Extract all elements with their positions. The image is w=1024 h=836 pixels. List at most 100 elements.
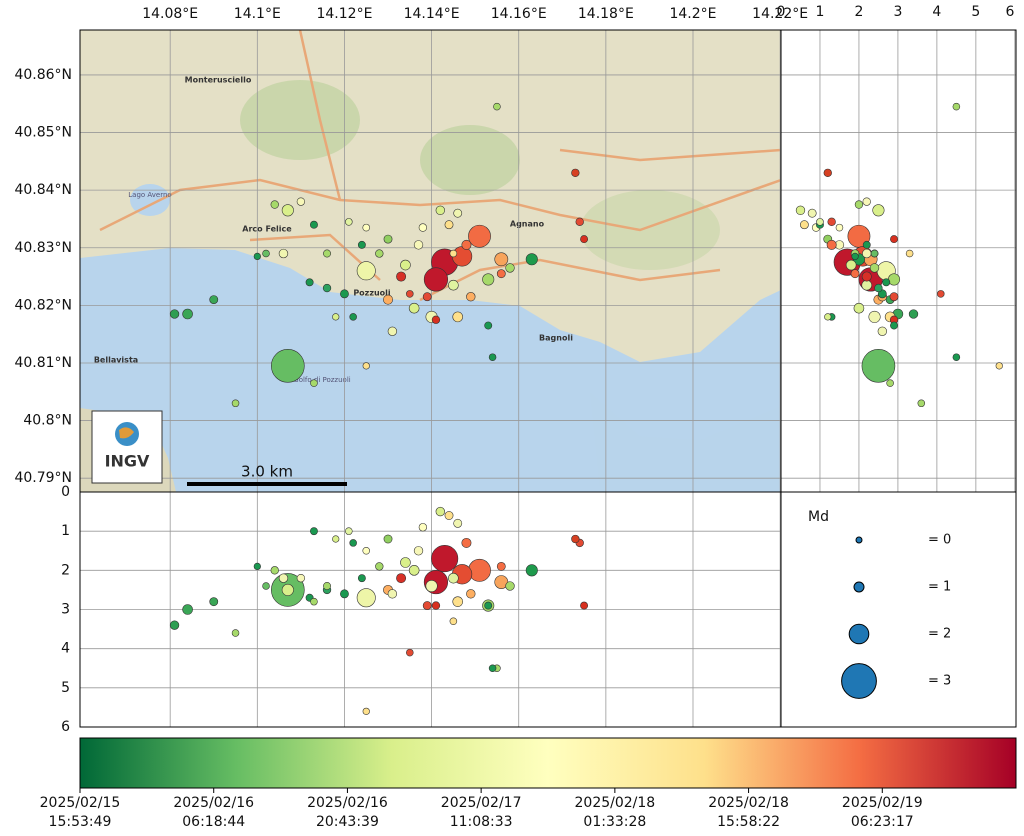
event (332, 313, 340, 321)
legend-label: = 1 (928, 580, 951, 595)
event-depth (310, 527, 318, 536)
event-depth (375, 562, 384, 571)
legend-label: = 2 (928, 627, 951, 642)
colorbar-time: 15:53:49 (49, 814, 112, 830)
event-side (862, 240, 871, 249)
event (444, 220, 454, 230)
event (349, 313, 357, 321)
x-tick-label: 14.22°E (752, 6, 808, 22)
event-side (824, 313, 832, 321)
event-side (861, 271, 872, 282)
legend-marker (855, 536, 863, 544)
event (525, 253, 538, 266)
event-depth (406, 648, 414, 657)
x-tick-label: 14.18°E (578, 6, 634, 22)
event-depth (466, 589, 476, 599)
event-side (853, 302, 865, 314)
event (375, 249, 384, 258)
x-tick-label: 3 (893, 4, 902, 20)
event (431, 315, 441, 324)
event (383, 294, 393, 305)
event-depth (349, 539, 357, 547)
colorbar-date: 2025/02/19 (842, 795, 923, 811)
event-depth (400, 557, 411, 568)
place-label: Pozzuoli (353, 289, 391, 298)
x-tick-label: 14.2°E (669, 6, 716, 22)
y-tick-label: 40.8°N (23, 413, 72, 429)
event (231, 399, 240, 408)
event-side (952, 102, 961, 111)
event-side (826, 239, 837, 250)
event (422, 292, 432, 302)
event (452, 311, 464, 323)
event-side (995, 362, 1003, 370)
event (484, 321, 493, 330)
legend-label: = 0 (928, 533, 951, 548)
event-depth (357, 574, 366, 583)
colorbar-time: 06:23:17 (851, 814, 914, 830)
event-depth (496, 562, 506, 571)
colorbar-time: 20:43:39 (316, 814, 379, 830)
event-depth (488, 664, 497, 673)
event (575, 217, 584, 226)
event-side (862, 248, 872, 259)
event-side (890, 321, 898, 330)
event (182, 308, 193, 320)
y-tick-label: 40.82°N (14, 297, 72, 313)
place-label: Bagnoli (539, 334, 573, 343)
event (418, 223, 428, 232)
y-tick-label: 40.79°N (14, 470, 72, 486)
y-tick-label: 40.84°N (14, 182, 72, 198)
x-tick-label: 14.1°E (234, 6, 281, 22)
event-depth (262, 582, 270, 590)
event-depth (270, 566, 279, 575)
colorbar-date: 2025/02/17 (441, 795, 522, 811)
y-tick-label: 40.83°N (14, 240, 72, 256)
place-label: Bellavista (94, 356, 138, 365)
y-tick-label: 3 (61, 602, 70, 618)
event-depth (281, 583, 294, 596)
event (310, 220, 318, 229)
event-side (872, 204, 885, 217)
colorbar-date: 2025/02/16 (173, 795, 254, 811)
event (453, 208, 463, 218)
event (571, 168, 580, 178)
event (305, 278, 314, 287)
logo-text: INGV (105, 452, 150, 471)
event (461, 239, 472, 250)
event (494, 252, 509, 267)
event-side (845, 259, 857, 271)
event-depth (345, 527, 353, 535)
colorbar-time: 01:33:28 (583, 814, 646, 830)
event-depth (323, 582, 331, 590)
event-depth (362, 707, 370, 715)
event-depth (340, 589, 349, 599)
event-side (908, 309, 919, 319)
event-side (874, 283, 883, 293)
event-depth (525, 564, 538, 577)
event-side (952, 353, 961, 361)
event (209, 295, 219, 305)
event-depth (468, 558, 491, 582)
event-depth (413, 546, 424, 556)
event-depth (461, 537, 472, 548)
event-depth (448, 572, 459, 584)
event (488, 353, 497, 361)
place-label: Lago Averno (128, 191, 171, 199)
y-tick-label: 4 (61, 641, 70, 657)
event (362, 223, 371, 232)
event (322, 283, 332, 293)
event-depth (425, 579, 438, 593)
y-tick-label: 1 (61, 523, 70, 539)
event-depth (383, 534, 393, 544)
event (356, 261, 376, 281)
event-depth (278, 573, 289, 583)
place-label: Agnano (510, 220, 545, 229)
legend-frame (780, 491, 1017, 728)
legend-title: Md (808, 509, 829, 525)
event-depth (296, 574, 306, 583)
event-depth (169, 620, 180, 630)
basemap: Monterusciello Arco Felice Pozzuoli Agna… (80, 30, 781, 492)
event-depth (362, 546, 371, 555)
